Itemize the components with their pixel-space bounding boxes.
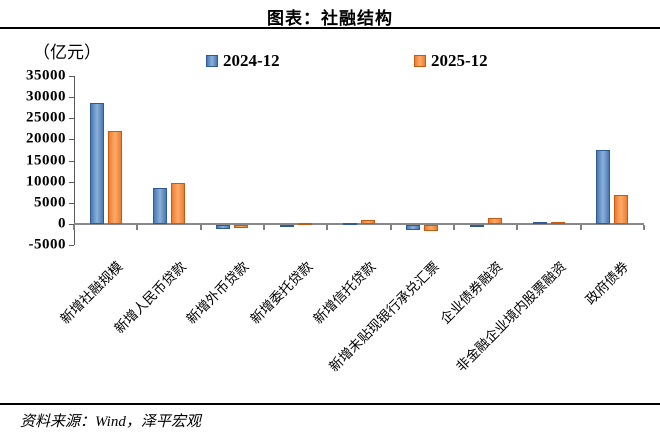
x-axis-tick <box>389 225 392 230</box>
bar-2025-12-非金融企业境内股票融资 <box>551 221 565 224</box>
y-axis-tick-label: 20000 <box>26 130 66 147</box>
x-axis-tick <box>579 225 582 230</box>
bar-2024-12-新增委托贷款 <box>279 225 294 227</box>
bar-2025-12-企业债券融资 <box>487 218 502 224</box>
x-axis-tick <box>136 225 139 230</box>
x-axis-category-label: 新增未贴现银行承兑汇票 <box>326 258 442 375</box>
y-axis-tick <box>69 245 74 246</box>
bar-2025-12-新增社融规模 <box>107 130 122 224</box>
bar-2024-12-新增人民币贷款 <box>153 188 167 224</box>
y-axis-tick <box>69 182 74 183</box>
x-axis-line <box>74 223 644 225</box>
x-axis-tick <box>199 225 202 230</box>
legend-label: 2024-12 <box>223 51 280 70</box>
legend-label: 2025-12 <box>431 51 488 70</box>
footer-divider-line <box>0 403 660 405</box>
y-axis-tick-label: 30000 <box>26 88 66 105</box>
y-axis-tick-label: 0 <box>58 215 66 232</box>
bar-2025-12-新增人民币贷款 <box>171 183 185 224</box>
x-axis-tick <box>516 225 519 230</box>
bar-2024-12-企业债券融资 <box>469 225 484 227</box>
bar-2024-12-新增外币贷款 <box>216 225 231 229</box>
y-axis-line <box>74 76 75 245</box>
bar-2024-12-政府债券 <box>596 149 611 224</box>
y-axis-tick-label: 35000 <box>26 67 66 84</box>
y-axis-tick <box>69 161 74 162</box>
y-axis-tick <box>69 224 74 225</box>
x-axis-category-label: 新增委托贷款 <box>247 258 316 327</box>
y-axis-tick-label: 5000 <box>34 194 66 211</box>
x-axis-tick <box>263 225 265 230</box>
legend-swatch-orange-icon <box>414 55 426 67</box>
bar-2025-12-新增未贴现银行承兑汇票 <box>424 225 439 231</box>
bar-2024-12-非金融企业境内股票融资 <box>533 221 547 224</box>
y-axis-tick <box>69 139 74 140</box>
x-axis-category-label: 非金融企业境内股票融资 <box>452 258 569 375</box>
x-axis-tick <box>73 225 75 230</box>
legend-item-2024-12: 2024-12 <box>206 51 280 71</box>
y-axis-tick-label: 15000 <box>26 152 66 168</box>
x-axis-tick <box>453 225 455 230</box>
y-axis-tick <box>69 203 74 204</box>
x-axis-tick <box>326 225 329 230</box>
y-axis-tick <box>69 118 74 119</box>
title-divider-line <box>0 27 660 29</box>
y-axis-tick-label: 10000 <box>26 173 66 190</box>
bar-2024-12-新增社融规模 <box>89 103 104 224</box>
legend-swatch-blue-icon <box>206 55 218 67</box>
y-axis-tick <box>69 97 74 98</box>
bar-2025-12-新增委托贷款 <box>297 223 312 226</box>
source-note: 资料来源：Wind，泽平宏观 <box>20 414 201 430</box>
legend-item-2025-12: 2025-12 <box>414 51 488 71</box>
bar-2024-12-新增信托贷款 <box>343 223 357 226</box>
bar-2025-12-新增外币贷款 <box>234 225 249 228</box>
x-axis-category-label: 新增外币贷款 <box>183 258 252 327</box>
chart-title: 图表：社融结构 <box>267 9 393 28</box>
y-axis-unit-label: （亿元） <box>33 43 101 62</box>
bar-2025-12-新增信托贷款 <box>361 220 375 224</box>
bar-2025-12-政府债券 <box>614 195 629 224</box>
bar-2024-12-新增未贴现银行承兑汇票 <box>406 225 421 231</box>
y-axis-tick-label: -5000 <box>28 236 66 253</box>
y-axis-tick <box>69 76 74 77</box>
x-axis-tick <box>643 225 645 230</box>
y-axis-tick-label: 25000 <box>26 109 66 126</box>
x-axis-category-label: 政府债券 <box>582 258 632 308</box>
